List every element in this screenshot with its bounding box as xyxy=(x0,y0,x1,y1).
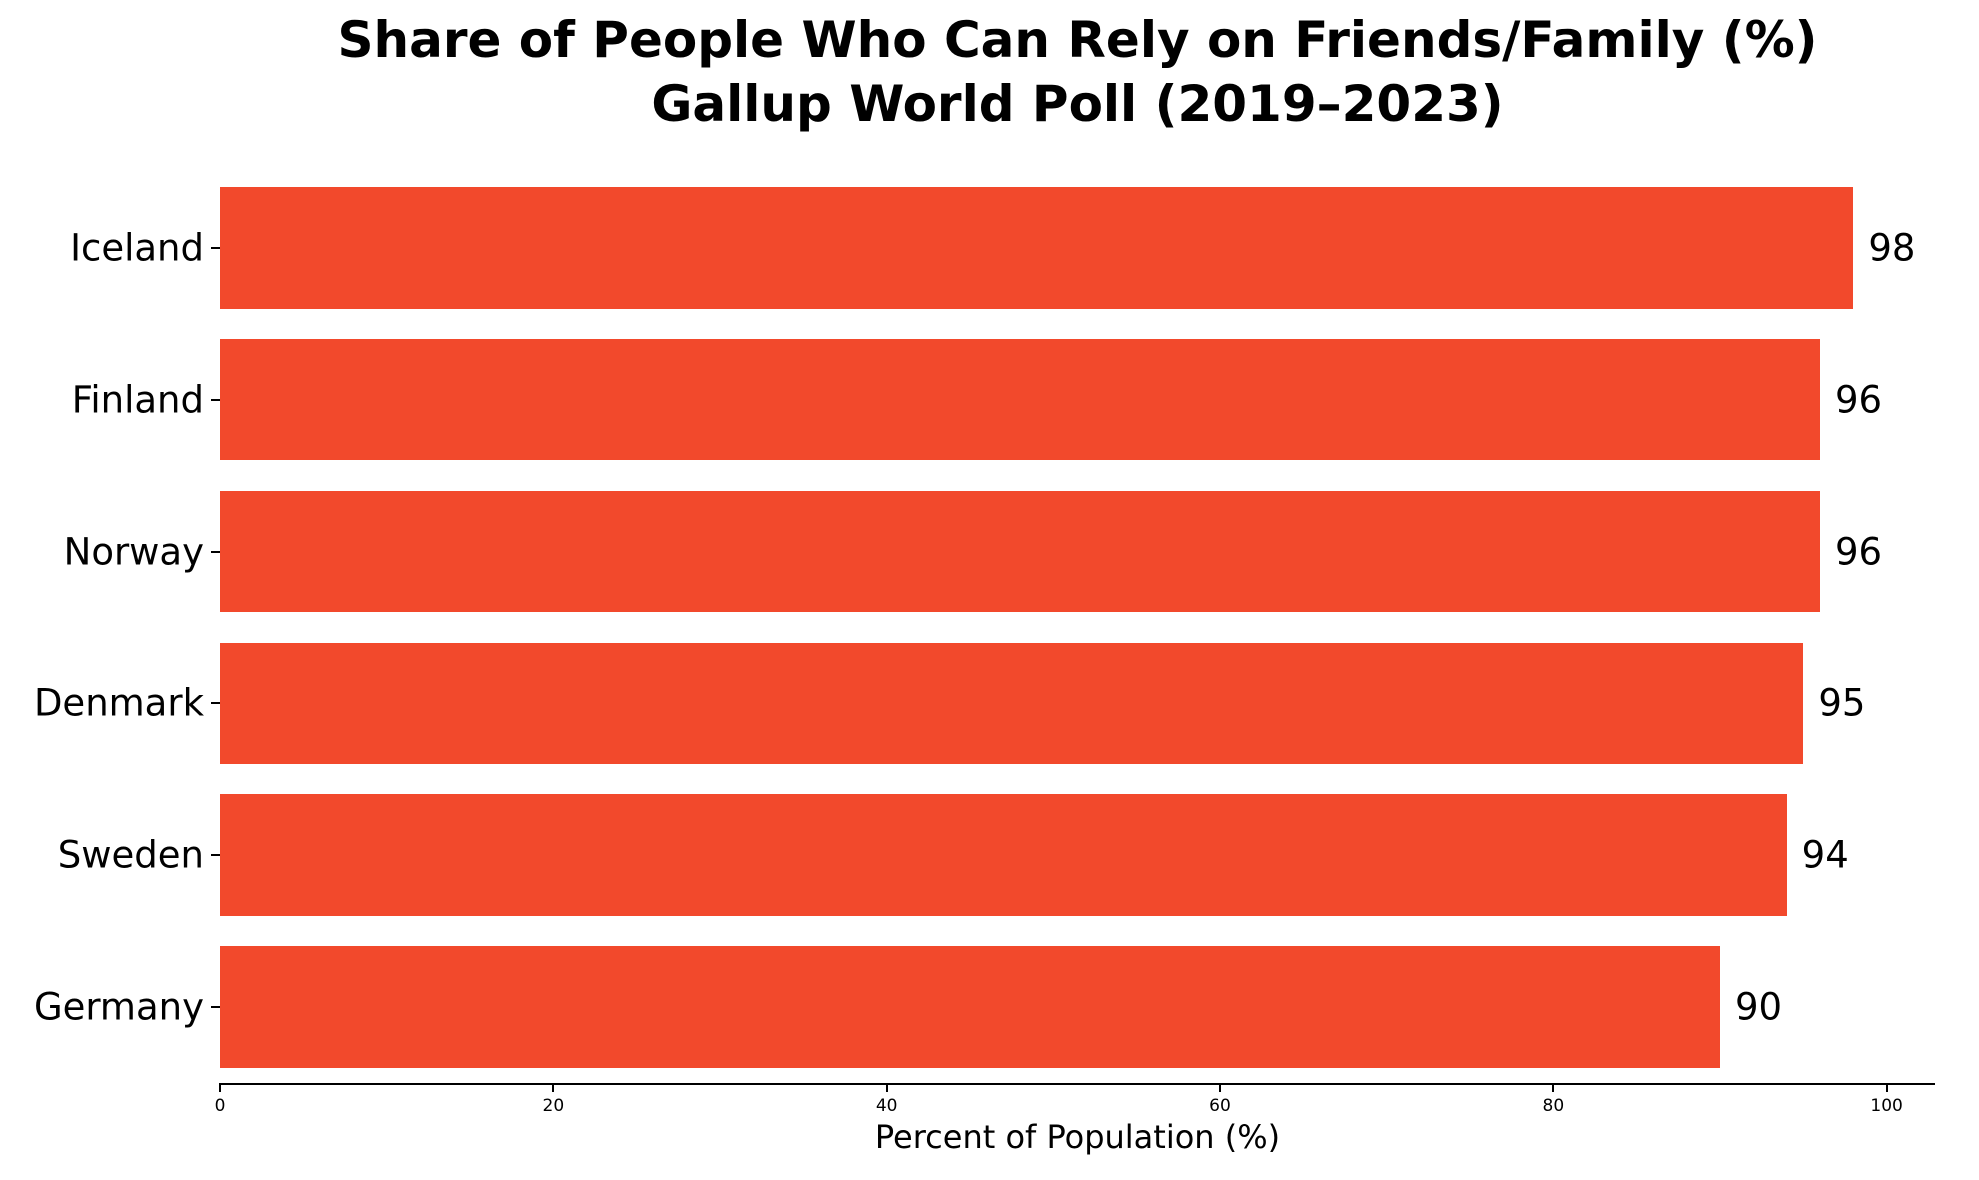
x-axis-tick xyxy=(885,1083,888,1092)
x-axis-tick-label: 100 xyxy=(1870,1096,1903,1116)
x-axis-tick-label: 80 xyxy=(1542,1096,1565,1116)
chart-title: Share of People Who Can Rely on Friends/… xyxy=(220,8,1935,136)
x-axis-tick-label: 60 xyxy=(1209,1096,1231,1116)
bar xyxy=(220,339,1820,461)
bar-row: Finland 96 xyxy=(72,324,1935,476)
category-label: Iceland xyxy=(70,226,204,270)
x-axis-tick-label: 20 xyxy=(542,1096,565,1116)
chart-title-line2: Gallup World Poll (2019–2023) xyxy=(651,75,1504,133)
x-axis-tick-label: 40 xyxy=(875,1096,898,1116)
bar-row: Germany 90 xyxy=(34,931,1935,1083)
bar-row: Norway 96 xyxy=(64,476,1935,628)
category-label: Sweden xyxy=(57,833,204,877)
bar xyxy=(220,490,1820,613)
category-label: Germany xyxy=(33,985,204,1029)
bar-value-label: 95 xyxy=(1818,681,1866,725)
bar-row: Sweden 94 xyxy=(58,779,1935,931)
plot-area: Iceland 98 Finland 96 Norway 96 Denmark 95 Swede… xyxy=(34,172,1935,1116)
bar-value-label: 96 xyxy=(1835,530,1883,574)
y-axis-tick xyxy=(211,702,220,705)
bar-value-label: 94 xyxy=(1801,833,1849,877)
bar-value-label: 96 xyxy=(1835,378,1883,422)
bar-row: Iceland 98 xyxy=(70,172,1935,324)
category-label: Denmark xyxy=(33,681,204,725)
x-axis-label: Percent of Population (%) xyxy=(874,1118,1281,1156)
y-axis-tick xyxy=(211,246,220,249)
category-label: Norway xyxy=(63,530,204,574)
y-axis-tick xyxy=(211,854,220,857)
y-axis-tick xyxy=(211,550,220,553)
bar-row: Denmark 95 xyxy=(34,627,1935,779)
x-axis-tick xyxy=(219,1083,221,1092)
x-axis-tick xyxy=(552,1083,555,1092)
y-axis-tick xyxy=(211,398,220,401)
chart-title-line1: Share of People Who Can Rely on Friends/… xyxy=(337,11,1818,69)
y-axis-tick xyxy=(211,1006,220,1009)
bar xyxy=(220,642,1804,765)
bar xyxy=(220,794,1787,916)
bar-value-label: 90 xyxy=(1734,985,1783,1029)
x-axis-tick xyxy=(1552,1083,1555,1092)
category-label: Finland xyxy=(71,378,204,422)
x-axis-tick xyxy=(1885,1083,1888,1092)
bar xyxy=(220,187,1854,309)
x-axis-tick xyxy=(1219,1083,1221,1092)
bar-value-label: 98 xyxy=(1868,226,1916,270)
x-axis-tick-label: 0 xyxy=(214,1096,226,1116)
bar xyxy=(220,946,1720,1068)
